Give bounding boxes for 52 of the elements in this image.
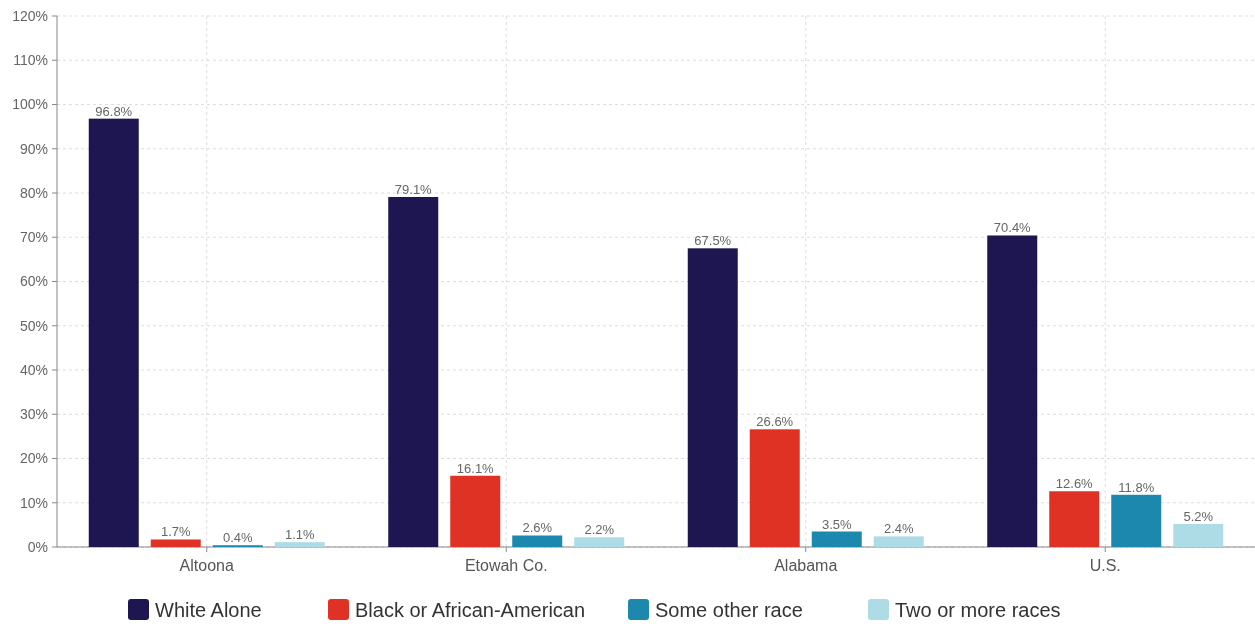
data-label: 11.8% bbox=[1118, 479, 1155, 495]
bar bbox=[873, 536, 924, 547]
y-tick-label: 50% bbox=[19, 317, 48, 334]
data-label: 79.1% bbox=[394, 181, 433, 197]
bar bbox=[1049, 491, 1100, 547]
data-label: 67.5% bbox=[694, 233, 732, 249]
data-label: 16.1% bbox=[456, 460, 495, 476]
bar bbox=[1111, 494, 1162, 547]
legend-label: Black or African-American bbox=[355, 599, 586, 621]
bar bbox=[388, 196, 439, 547]
y-tick-label: 0% bbox=[27, 538, 48, 555]
data-label: 1.7% bbox=[160, 524, 191, 540]
y-tick-label: 10% bbox=[19, 494, 48, 511]
legend-label: Two or more races bbox=[895, 599, 1061, 621]
data-label: 96.8% bbox=[95, 103, 133, 119]
data-label: 2.4% bbox=[883, 521, 914, 537]
y-tick-label: 40% bbox=[19, 361, 48, 378]
x-tick-label: Altoona bbox=[179, 557, 234, 574]
y-tick-label: 80% bbox=[19, 184, 48, 201]
bar bbox=[574, 537, 625, 547]
data-label: 2.6% bbox=[522, 520, 553, 536]
bar bbox=[987, 235, 1038, 547]
bar bbox=[811, 531, 862, 547]
data-label: 12.6% bbox=[1055, 476, 1094, 492]
y-tick-label: 70% bbox=[19, 229, 48, 246]
y-tick-label: 30% bbox=[19, 406, 48, 423]
y-tick-label: 100% bbox=[12, 96, 48, 113]
bar bbox=[150, 539, 201, 547]
data-label: 0.4% bbox=[222, 530, 253, 546]
data-label: 26.6% bbox=[756, 414, 794, 430]
x-tick-label: U.S. bbox=[1089, 557, 1121, 574]
legend-label: Some other race bbox=[655, 599, 803, 621]
bar bbox=[450, 475, 501, 547]
y-tick-label: 120% bbox=[12, 7, 48, 24]
bar bbox=[1173, 523, 1224, 547]
bar bbox=[512, 535, 563, 547]
data-label: 70.4% bbox=[993, 220, 1032, 236]
bar bbox=[749, 429, 800, 547]
x-tick-label: Etowah Co. bbox=[464, 557, 548, 574]
bar bbox=[274, 542, 325, 547]
y-tick-label: 110% bbox=[13, 52, 48, 69]
data-label: 3.5% bbox=[821, 516, 852, 532]
bar bbox=[88, 118, 139, 547]
y-tick-label: 90% bbox=[19, 140, 48, 157]
data-label: 1.1% bbox=[284, 527, 315, 543]
bar bbox=[687, 248, 738, 547]
y-tick-label: 20% bbox=[19, 450, 48, 467]
data-label: 5.2% bbox=[1183, 508, 1214, 524]
data-label: 2.2% bbox=[584, 522, 615, 538]
x-tick-label: Alabama bbox=[774, 557, 838, 574]
y-tick-label: 60% bbox=[19, 273, 48, 290]
legend-label: White Alone bbox=[155, 599, 262, 621]
